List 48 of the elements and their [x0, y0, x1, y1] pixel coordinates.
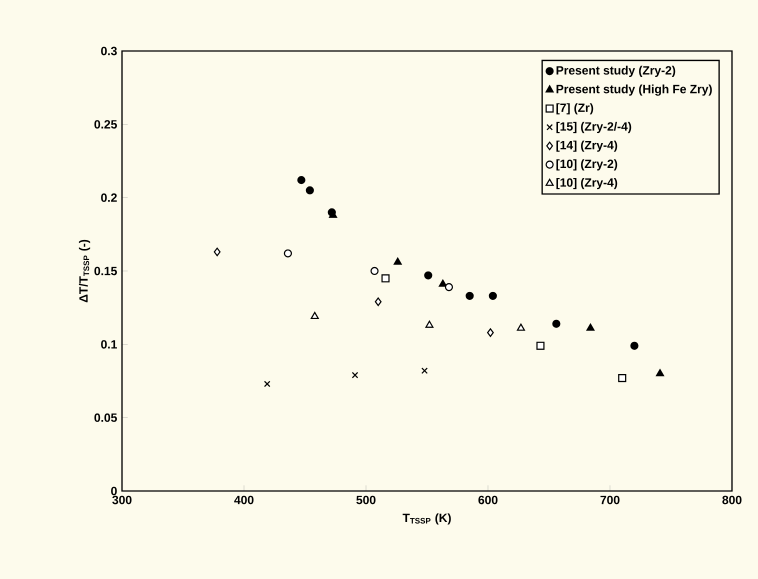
x-tick-label: 500 — [356, 496, 376, 504]
y-axis-title: ΔT/T$_{TSSP}$ (-) — [78, 240, 90, 302]
y-tick-label: 0.3 — [101, 46, 117, 56]
point — [424, 271, 432, 280]
point — [536, 342, 545, 350]
point — [394, 258, 402, 265]
x-tick-label: 700 — [600, 496, 620, 504]
legend-label: [10] (Zry-2) — [556, 159, 618, 170]
x-tick-label: 400 — [234, 496, 254, 504]
y-tick-label: 0 — [111, 486, 117, 496]
point — [284, 249, 292, 258]
point — [487, 328, 494, 337]
point — [488, 292, 497, 300]
y-tick-label: 0.15 — [94, 266, 117, 276]
point — [630, 342, 638, 350]
y-tick-label: 0.1 — [101, 340, 117, 349]
point — [310, 312, 319, 320]
point — [421, 367, 428, 374]
x-axis-title: T$_{TSSP}$ (K) — [402, 513, 451, 525]
legend-label: [7] (Zr) — [556, 103, 594, 114]
legend-label: [10] (Zry-4) — [556, 178, 618, 190]
point — [370, 266, 379, 276]
point — [656, 369, 664, 376]
point — [297, 176, 306, 184]
x-tick-label: 300 — [112, 496, 132, 504]
point — [214, 248, 221, 256]
point — [352, 372, 358, 378]
point — [618, 374, 626, 382]
y-tick-label: 0.2 — [101, 193, 117, 202]
legend-label: Present study (High Fe Zry) — [556, 84, 712, 96]
point — [438, 280, 447, 287]
point — [264, 380, 270, 388]
point — [552, 320, 560, 328]
point — [516, 324, 525, 331]
point — [381, 274, 390, 282]
point — [306, 186, 314, 194]
y-tick-label: 0.05 — [94, 413, 117, 422]
x-tick-label: 800 — [722, 496, 742, 504]
point — [425, 320, 434, 328]
point — [444, 283, 454, 292]
legend-label: [14] (Zry-4) — [556, 140, 618, 152]
legend-label: [15] (Zry-2/-4) — [556, 122, 632, 134]
point — [466, 292, 474, 300]
y-tick-label: 0.25 — [94, 120, 117, 129]
x-tick-label: 600 — [478, 496, 498, 504]
point — [374, 297, 382, 306]
legend-label: Present study (Zry-2) — [556, 66, 676, 77]
point — [586, 324, 595, 331]
